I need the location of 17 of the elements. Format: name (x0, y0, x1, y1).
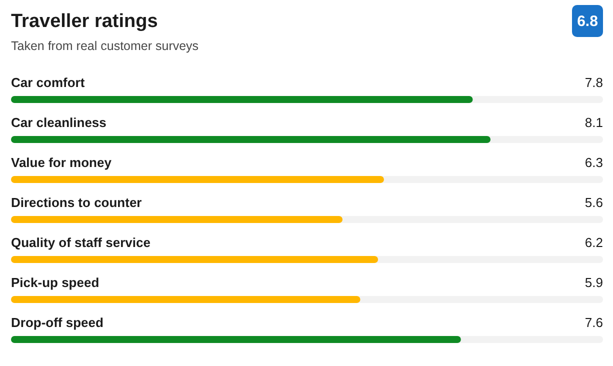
y-tick-label: Car comfort (11, 75, 86, 90)
data-label: 8.1 (584, 115, 603, 130)
data-label: 6.3 (584, 155, 603, 170)
y-tick-label: Directions to counter (11, 195, 142, 210)
text: 6.8 (577, 13, 598, 30)
data-label: 5.6 (584, 195, 603, 210)
y-tick-label: Value for money (11, 155, 112, 170)
data-label: 6.2 (584, 235, 603, 250)
data-label: 7.8 (584, 75, 603, 90)
data-label: 5.9 (584, 275, 603, 290)
chart-subtitle: Taken from real customer surveys (11, 39, 199, 53)
y-tick-label: Drop-off speed (11, 315, 104, 330)
data-label: 7.6 (584, 315, 603, 330)
y-tick-label: Car cleanliness (11, 115, 106, 130)
y-tick-label: Pick-up speed (11, 275, 100, 290)
chart-title: Traveller ratings (11, 11, 158, 32)
y-tick-label: Quality of staff service (11, 235, 150, 250)
